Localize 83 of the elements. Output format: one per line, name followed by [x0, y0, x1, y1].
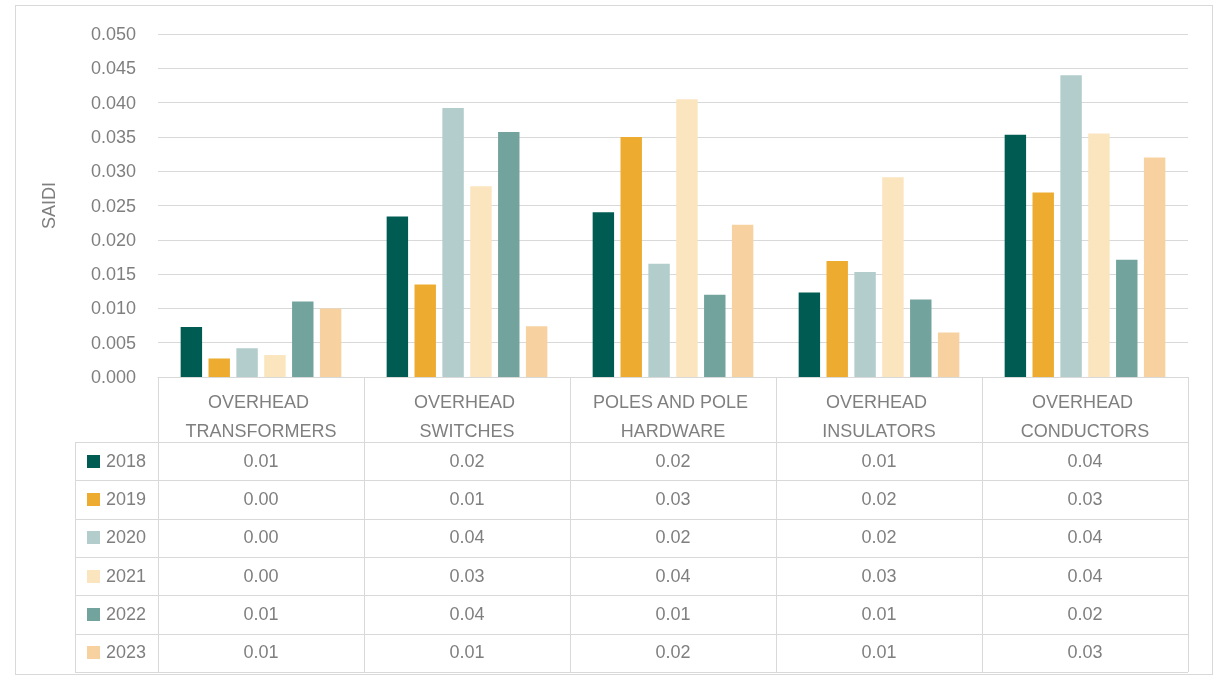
y-axis-title: SAIDI — [39, 181, 59, 230]
bar — [620, 136, 642, 377]
data-label: 0.01 — [654, 602, 692, 626]
legend-label: 2020 — [105, 527, 147, 549]
y-tick-label: 0.015 — [90, 264, 136, 285]
data-label: 0.03 — [654, 487, 692, 511]
data-label: 0.00 — [242, 526, 280, 550]
bar — [731, 224, 754, 377]
data-label: 0.01 — [242, 641, 280, 665]
data-label: 0.02 — [654, 449, 692, 473]
bar — [319, 308, 342, 377]
data-label: 0.01 — [448, 487, 486, 511]
bar — [1004, 134, 1027, 377]
bar — [910, 299, 932, 377]
x-tick-label: OVERHEAD SWITCHES — [413, 391, 521, 441]
bar — [937, 332, 960, 377]
legend-label: 2021 — [105, 565, 147, 587]
data-label: 0.03 — [1066, 641, 1104, 665]
legend-label: 2022 — [105, 603, 147, 625]
bar — [442, 108, 464, 377]
bar — [180, 326, 203, 377]
y-tick-label: 0.030 — [90, 161, 136, 182]
x-tick-label: OVERHEAD CONDUCTORS — [1020, 391, 1150, 441]
data-label: 0.02 — [860, 526, 898, 550]
bar — [208, 358, 230, 377]
data-label: 0.01 — [242, 449, 280, 473]
bar — [882, 177, 904, 377]
bar — [414, 284, 436, 377]
data-label: 0.02 — [654, 641, 692, 665]
data-label: 0.01 — [448, 641, 486, 665]
y-tick-label: 0.040 — [90, 92, 136, 113]
data-label: 0.00 — [242, 487, 280, 511]
bar — [1143, 157, 1166, 377]
bar — [648, 263, 670, 377]
bar — [292, 301, 314, 377]
bar — [1088, 133, 1110, 377]
bar — [592, 212, 615, 377]
bar — [676, 99, 698, 377]
y-tick-label: 0.020 — [90, 229, 136, 250]
data-label: 0.04 — [448, 602, 486, 626]
bar — [1032, 192, 1054, 377]
bar — [1060, 75, 1082, 377]
bar — [704, 294, 726, 377]
bar — [236, 348, 258, 377]
data-label: 0.04 — [1066, 564, 1104, 588]
y-tick-label: 0.045 — [90, 58, 136, 79]
data-label: 0.01 — [860, 641, 898, 665]
x-tick-label: POLES AND POLE HARDWARE — [592, 391, 754, 441]
y-tick-label: 0.010 — [90, 298, 136, 319]
legend-label: 2023 — [105, 642, 147, 664]
y-tick-label: 0.025 — [90, 195, 136, 216]
data-label: 0.03 — [860, 564, 898, 588]
data-label: 0.02 — [654, 526, 692, 550]
data-label: 0.04 — [448, 526, 486, 550]
y-tick-label: 0.050 — [90, 24, 136, 44]
bar — [798, 292, 821, 377]
y-tick-label: 0.035 — [90, 126, 136, 147]
bar — [264, 355, 286, 377]
data-label: 0.04 — [654, 564, 692, 588]
bar — [1116, 259, 1138, 377]
y-tick-label: 0.000 — [90, 367, 136, 387]
bar — [525, 326, 548, 377]
data-label: 0.02 — [1066, 602, 1104, 626]
data-label: 0.03 — [448, 564, 486, 588]
x-tick-label: OVERHEAD TRANSFORMERS — [185, 391, 337, 441]
data-label: 0.01 — [860, 449, 898, 473]
data-label: 0.01 — [242, 602, 280, 626]
data-label: 0.04 — [1066, 526, 1104, 550]
data-label: 0.02 — [448, 449, 486, 473]
bar — [826, 261, 848, 377]
bar — [386, 216, 409, 377]
legend-label: 2018 — [105, 450, 147, 472]
data-label: 0.01 — [860, 602, 898, 626]
x-tick-label: OVERHEAD INSULATORS — [822, 391, 936, 441]
y-tick-label: 0.005 — [90, 332, 136, 353]
data-label: 0.00 — [242, 564, 280, 588]
bar — [470, 186, 492, 377]
legend-label: 2019 — [105, 488, 147, 510]
bar — [854, 272, 876, 377]
data-label: 0.02 — [860, 487, 898, 511]
data-label: 0.04 — [1066, 449, 1104, 473]
bar — [498, 132, 520, 377]
data-label: 0.03 — [1066, 487, 1104, 511]
